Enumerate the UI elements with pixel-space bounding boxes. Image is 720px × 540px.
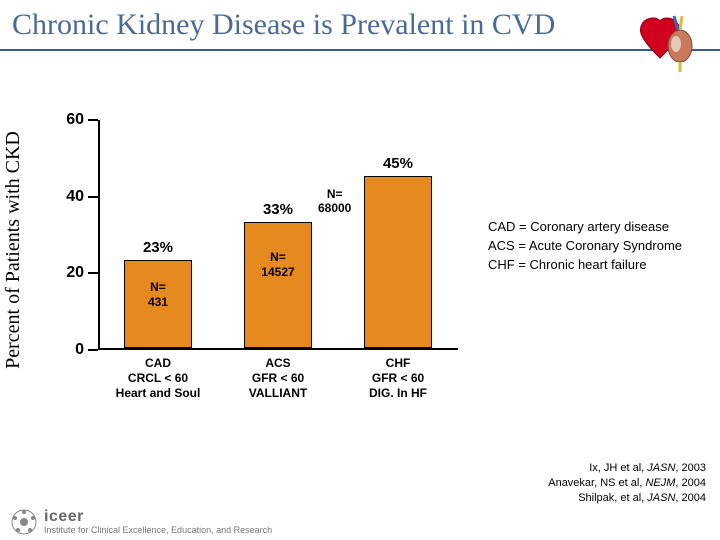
title-underline: [0, 49, 720, 51]
x-category-label: CHFGFR < 60DIG. In HF: [338, 356, 458, 401]
legend-line: CHF = Chronic heart failure: [488, 256, 682, 275]
legend-line: ACS = Acute Coronary Syndrome: [488, 237, 682, 256]
title-area: Chronic Kidney Disease is Prevalent in C…: [0, 0, 720, 45]
bar: 23%N=431: [124, 260, 193, 348]
cite-text: , 2004: [675, 492, 706, 504]
citation-line: Shilpak, et al, JASN, 2004: [548, 491, 706, 506]
bar: 45%N=68000: [364, 176, 433, 349]
legend-line: CAD = Coronary artery disease: [488, 218, 682, 237]
footer-text: iceer Institute for Clinical Excellence,…: [44, 508, 272, 535]
x-category-label: CADCRCL < 60Heart and Soul: [98, 356, 218, 401]
footer-tagline: Institute for Clinical Excellence, Educa…: [44, 526, 272, 536]
cite-journal: JASN: [647, 492, 675, 504]
cite-journal: NEJM: [645, 477, 675, 489]
bar-value-label: 45%: [365, 155, 432, 172]
heart-kidney-icon: [632, 6, 702, 81]
plot-region: 020406023%N=431CADCRCL < 60Heart and Sou…: [98, 120, 458, 350]
bar-value-label: 23%: [125, 239, 192, 256]
cite-text: Shilpak, et al,: [578, 492, 647, 504]
legend: CAD = Coronary artery disease ACS = Acut…: [488, 218, 682, 275]
footer-brand: iceer: [44, 508, 272, 526]
citation-line: Anavekar, NS et al, NEJM, 2004: [548, 476, 706, 491]
cite-text: Anavekar, NS et al,: [548, 477, 645, 489]
slide-title: Chronic Kidney Disease is Prevalent in C…: [12, 8, 708, 41]
cite-journal: JASN: [647, 462, 675, 474]
y-axis-line: [98, 120, 100, 350]
x-category-label: ACSGFR < 60VALLIANT: [218, 356, 338, 401]
citation-line: Ix, JH et al, JASN, 2003: [548, 461, 706, 476]
bar: 33%N=14527: [244, 222, 313, 349]
y-axis-label: Percent of Patients with CKD: [2, 100, 25, 400]
y-tick-label: 40: [66, 188, 84, 206]
y-tick-label: 60: [66, 111, 84, 129]
bar-n-label: N=431: [125, 280, 192, 309]
footer-logo: iceer Institute for Clinical Excellence,…: [10, 508, 272, 536]
citations: Ix, JH et al, JASN, 2003 Anavekar, NS et…: [548, 461, 706, 506]
cite-text: Ix, JH et al,: [589, 462, 647, 474]
y-tick: [88, 349, 98, 351]
y-tick-label: 0: [75, 341, 84, 359]
x-axis-line: [98, 348, 458, 350]
y-tick-label: 20: [66, 264, 84, 282]
bar-n-label: N=14527: [245, 250, 312, 279]
y-tick: [88, 196, 98, 198]
bar-n-label: N=68000: [310, 187, 360, 216]
bar-chart: 020406023%N=431CADCRCL < 60Heart and Sou…: [28, 110, 488, 420]
logo-icon: [10, 508, 38, 536]
y-tick: [88, 272, 98, 274]
bar-value-label: 33%: [245, 201, 312, 218]
y-tick: [88, 119, 98, 121]
cite-text: , 2003: [675, 462, 706, 474]
cite-text: , 2004: [675, 477, 706, 489]
